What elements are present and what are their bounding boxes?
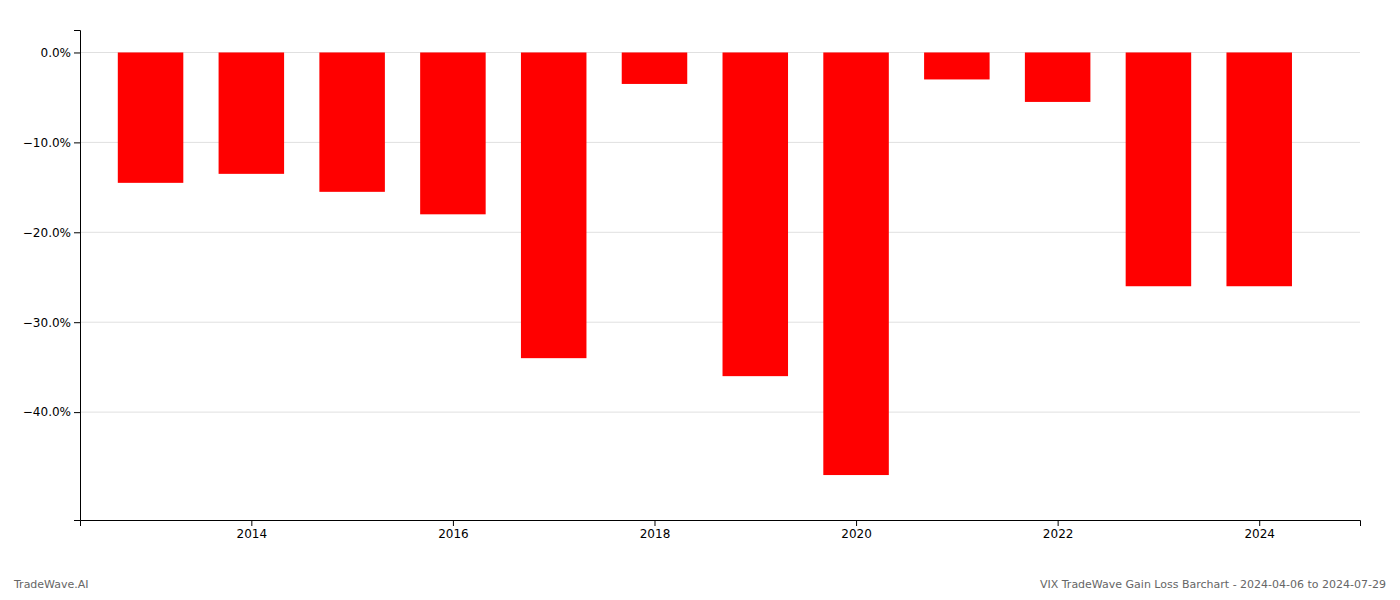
bar — [823, 52, 889, 475]
grid — [80, 52, 1360, 412]
annotations: TradeWave.AI VIX TradeWave Gain Loss Barc… — [13, 578, 1386, 591]
tick-label: −30.0% — [23, 316, 71, 330]
tick-label: −20.0% — [23, 226, 71, 240]
tick-label: 2014 — [237, 527, 268, 541]
axis-line — [74, 31, 81, 521]
tick-mark — [74, 142, 80, 143]
tick-label: 2022 — [1043, 527, 1074, 541]
tick-mark — [74, 412, 80, 413]
tick: 2016 — [438, 520, 469, 541]
tick-label: −40.0% — [23, 405, 71, 419]
bar — [219, 52, 285, 173]
tick-label: 2020 — [841, 527, 872, 541]
chart: 0.0% −10.0% −20.0% −30.0% −40.0% 2014 2016 2018… — [0, 0, 1400, 600]
tick-label: 2016 — [438, 527, 469, 541]
tick-label: 2018 — [640, 527, 671, 541]
grid-line — [80, 412, 1360, 413]
tick-mark — [1058, 520, 1059, 526]
tick-mark — [74, 52, 80, 53]
tick: −40.0% — [23, 405, 80, 419]
tick: 2022 — [1043, 520, 1074, 541]
tick-mark — [74, 322, 80, 323]
bar — [1025, 52, 1091, 101]
bar — [521, 52, 587, 358]
tick-label: −10.0% — [23, 136, 71, 150]
tick: 0.0% — [41, 46, 81, 60]
tick-mark — [453, 520, 454, 526]
tick-mark — [74, 232, 80, 233]
x-axis: 2014 2016 2018 2020 2022 2024 — [81, 520, 1361, 541]
footer-text: TradeWave.AI — [13, 578, 89, 591]
tick: 2014 — [237, 520, 268, 541]
tick-mark — [856, 520, 857, 526]
bar — [723, 52, 789, 376]
bars — [118, 52, 1292, 475]
y-axis: 0.0% −10.0% −20.0% −30.0% −40.0% — [23, 31, 81, 521]
bar — [420, 52, 486, 214]
bar — [1226, 52, 1292, 286]
tick-mark — [1259, 520, 1260, 526]
grid-line — [80, 322, 1360, 323]
tick-mark — [251, 520, 252, 526]
tick-label: 0.0% — [41, 46, 72, 60]
tick-mark — [654, 520, 655, 526]
footer-text: VIX TradeWave Gain Loss Barchart - 2024-… — [1040, 578, 1386, 591]
axis-line — [81, 521, 1361, 527]
bar — [118, 52, 184, 182]
bar — [319, 52, 385, 191]
tick: −30.0% — [23, 316, 80, 330]
tick: 2020 — [841, 520, 872, 541]
tick-label: 2024 — [1244, 527, 1275, 541]
tick: 2024 — [1244, 520, 1275, 541]
bar — [924, 52, 990, 79]
tick: 2018 — [640, 520, 671, 541]
bar — [622, 52, 688, 83]
bar — [1126, 52, 1192, 286]
tick: −10.0% — [23, 136, 80, 150]
tick: −20.0% — [23, 226, 80, 240]
